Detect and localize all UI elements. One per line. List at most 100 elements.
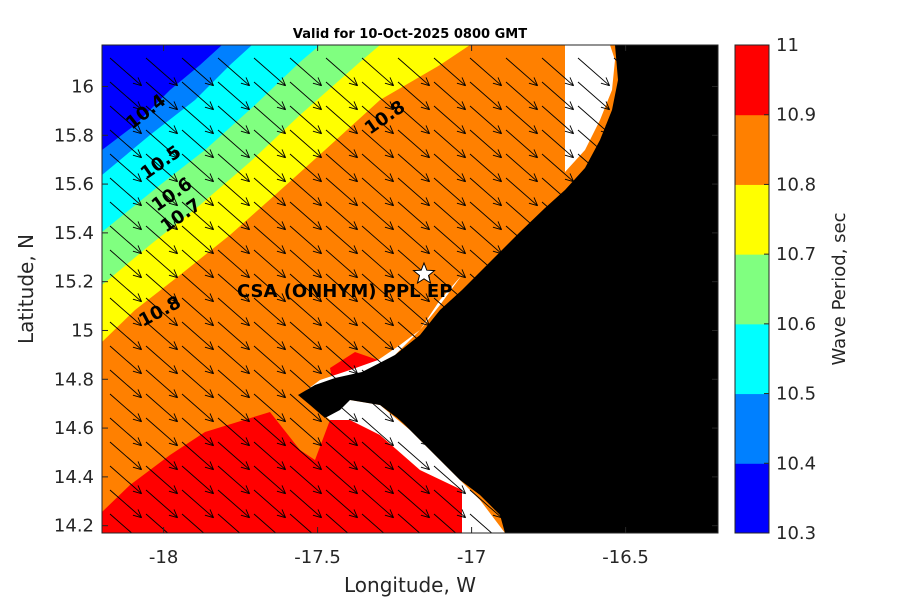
wave-arrow-head bbox=[353, 221, 358, 230]
wave-arrow-head bbox=[384, 370, 394, 375]
wave-arrow-head bbox=[132, 418, 142, 423]
wave-arrow bbox=[325, 321, 358, 351]
wave-arrow-head bbox=[173, 101, 178, 110]
wave-arrow-head bbox=[317, 413, 322, 422]
wave-arrow-head bbox=[528, 82, 538, 87]
wave-arrow-head bbox=[533, 221, 538, 230]
wave-arrow bbox=[541, 201, 574, 231]
wave-arrow bbox=[145, 513, 169, 533]
wave-arrow-head bbox=[281, 437, 286, 446]
wave-arrow bbox=[469, 201, 502, 231]
wave-arrow-head bbox=[384, 106, 394, 111]
wave-arrow-head bbox=[204, 466, 214, 471]
wave-arrow-head bbox=[282, 533, 286, 541]
wave-arrow bbox=[433, 273, 466, 303]
site-star-icon bbox=[412, 261, 436, 285]
wave-arrow bbox=[145, 249, 178, 279]
wave-arrow-head bbox=[276, 226, 286, 231]
y-tick-label: 14.6 bbox=[54, 418, 94, 439]
wave-arrow-head bbox=[245, 197, 250, 206]
colorbar-tick-label: 10.5 bbox=[776, 384, 816, 405]
wave-arrow-head bbox=[281, 413, 286, 422]
wave-arrow-head bbox=[600, 106, 610, 111]
wave-arrow bbox=[433, 129, 466, 159]
wave-arrow-head bbox=[348, 490, 358, 495]
wave-arrow-head bbox=[281, 197, 286, 206]
wave-arrow-head bbox=[317, 485, 322, 494]
wave-arrow-head bbox=[173, 293, 178, 302]
wave-arrow-head bbox=[317, 149, 322, 158]
wave-arrow bbox=[181, 369, 214, 399]
wave-arrow-head bbox=[528, 274, 538, 279]
wave-arrow-head bbox=[353, 413, 358, 422]
wave-arrow-head bbox=[281, 125, 286, 134]
wave-arrow-head bbox=[497, 125, 502, 134]
wave-arrow-head bbox=[564, 226, 574, 231]
wave-arrow-head bbox=[420, 322, 430, 327]
wave-arrow-head bbox=[456, 226, 466, 231]
wave-arrow-head bbox=[137, 341, 142, 350]
wave-arrow bbox=[469, 81, 502, 111]
wave-arrow-head bbox=[605, 77, 610, 86]
wave-arrow-head bbox=[389, 365, 394, 374]
wave-arrow-head bbox=[420, 202, 430, 207]
wave-arrow-head bbox=[528, 202, 538, 207]
wave-arrow bbox=[505, 201, 538, 231]
wave-arrow-head bbox=[312, 442, 322, 447]
wave-arrow-head bbox=[569, 101, 574, 110]
wave-arrow bbox=[397, 393, 430, 423]
wave-arrow-head bbox=[425, 197, 430, 206]
wave-arrow-head bbox=[204, 394, 214, 399]
wave-arrow-head bbox=[276, 178, 286, 183]
wave-arrow-head bbox=[245, 269, 250, 278]
wave-arrow-head bbox=[168, 226, 178, 231]
wave-arrow bbox=[217, 153, 250, 183]
wave-arrow bbox=[217, 129, 250, 159]
wave-arrow bbox=[541, 177, 574, 207]
wave-arrow-head bbox=[461, 125, 466, 134]
wave-arrow bbox=[325, 297, 358, 327]
wave-arrow-head bbox=[353, 149, 358, 158]
wave-arrow-head bbox=[492, 154, 502, 159]
wave-arrow-head bbox=[384, 82, 394, 87]
wave-arrow bbox=[217, 297, 250, 327]
wave-arrow-head bbox=[312, 202, 322, 207]
wave-arrow bbox=[109, 57, 142, 87]
wave-arrow bbox=[505, 57, 538, 87]
wave-arrow bbox=[217, 81, 250, 111]
wave-arrow-head bbox=[389, 269, 394, 278]
wave-arrow bbox=[145, 57, 178, 87]
wave-arrow-head bbox=[137, 173, 142, 182]
wave-arrow bbox=[253, 81, 286, 111]
wave-arrow-head bbox=[245, 389, 250, 398]
wave-arrow bbox=[325, 273, 358, 303]
wave-arrow bbox=[397, 153, 430, 183]
wave-arrow-head bbox=[528, 226, 538, 231]
wave-arrow-head bbox=[497, 197, 502, 206]
wave-arrow-head bbox=[420, 394, 430, 399]
wave-arrow-head bbox=[353, 77, 358, 86]
wave-arrow bbox=[433, 513, 457, 533]
wave-arrow bbox=[469, 57, 502, 87]
wave-arrow-head bbox=[420, 130, 430, 135]
wave-arrow bbox=[361, 417, 394, 447]
wave-arrow-head bbox=[240, 202, 250, 207]
wave-arrow-head bbox=[276, 82, 286, 87]
wave-arrow-head bbox=[421, 539, 430, 541]
wave-arrow-head bbox=[168, 82, 178, 87]
wave-arrow bbox=[217, 393, 250, 423]
wave-arrow bbox=[541, 129, 574, 159]
wave-arrow-head bbox=[137, 389, 142, 398]
wave-arrow-head bbox=[456, 466, 466, 471]
wave-arrow bbox=[469, 489, 502, 519]
wave-arrow-head bbox=[312, 466, 322, 471]
wave-arrow bbox=[505, 105, 538, 135]
wave-arrow-head bbox=[276, 514, 286, 519]
wave-arrow bbox=[325, 489, 358, 519]
wave-arrow bbox=[433, 297, 466, 327]
wave-arrow bbox=[325, 153, 358, 183]
wave-arrow-head bbox=[456, 322, 466, 327]
wave-arrow bbox=[109, 369, 142, 399]
wave-arrow-head bbox=[564, 130, 574, 135]
wave-arrow bbox=[433, 321, 466, 351]
